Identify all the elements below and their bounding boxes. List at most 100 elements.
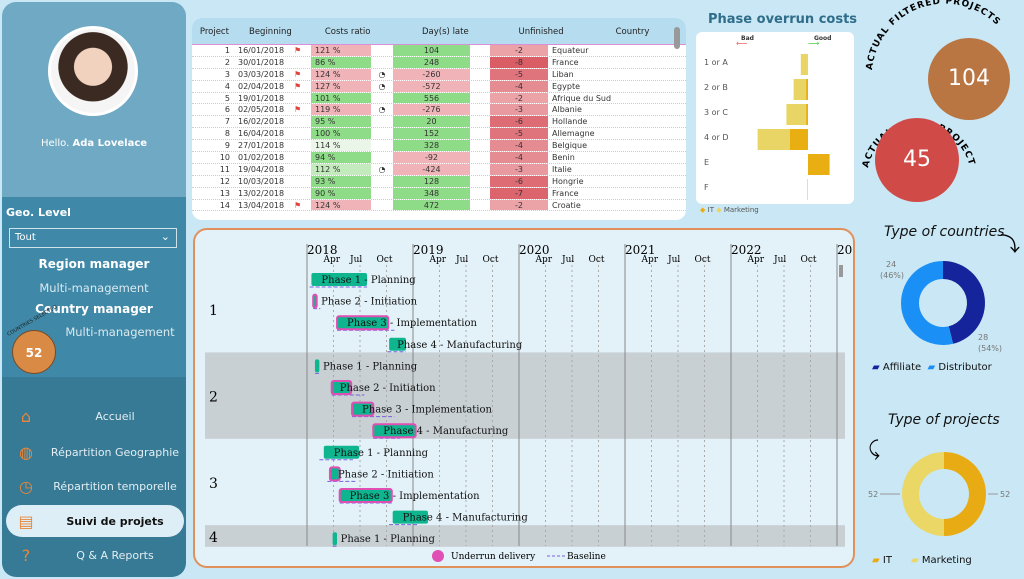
table-row[interactable]: 8 16/04/2018 100 % 152 -5 Allemagne <box>192 128 686 141</box>
unfinished: -5 <box>490 68 548 80</box>
underrun-task-bar <box>312 293 318 309</box>
underrun-task-bar <box>351 401 375 417</box>
beginning-date: 02/05/2018 <box>238 105 285 115</box>
table-row[interactable]: 2 30/01/2018 86 % 248 -8 France <box>192 56 686 69</box>
kpi-alert-projects: 45 <box>875 118 959 202</box>
year-tick: 2021 <box>625 243 656 257</box>
table-row[interactable]: 5 19/01/2018 101 % 556 -2 Afrique du Sud <box>192 92 686 105</box>
costs-ratio: 86 % <box>311 56 371 68</box>
flag-icon <box>294 140 311 151</box>
marketing-bar <box>800 54 808 75</box>
pie-clock-icon: ◔ <box>378 105 386 115</box>
geo-level-dropdown[interactable]: Tout ⌄ <box>9 228 177 248</box>
project-label: 2 <box>209 390 218 406</box>
task-label: Phase 2 - Initiation <box>338 469 434 480</box>
beginning-date: 30/01/2018 <box>238 57 285 67</box>
task-bar <box>323 445 360 459</box>
costs-ratio: 94 % <box>311 152 371 163</box>
days-late: 556 <box>393 92 470 104</box>
unfinished: -8 <box>490 56 548 68</box>
table-row[interactable]: 14 13/04/2018 ⚑ 124 % 472 -2 Croatie <box>192 199 686 212</box>
project-id: 3 <box>224 69 230 79</box>
chevron-down-icon: ⌄ <box>160 230 170 243</box>
empty-cell <box>371 200 393 211</box>
table-row[interactable]: 13 13/02/2018 90 % 348 -7 France <box>192 187 686 200</box>
days-late: -92 <box>393 152 470 163</box>
unfinished: -4 <box>490 140 548 152</box>
flag-icon <box>294 176 311 187</box>
unfinished: -4 <box>490 80 548 92</box>
table-row[interactable]: 7 16/02/2018 95 % 20 -6 Hollande <box>192 116 686 129</box>
country-manager-value[interactable]: Multi-management <box>65 325 175 339</box>
flag-icon: ⚑ <box>294 105 302 115</box>
nav-item-2[interactable]: ◷ Répartition temporelle <box>6 470 184 502</box>
phase-legend: ◆ IT ◆ Marketing <box>700 206 759 214</box>
country: Equateur <box>552 46 589 55</box>
marketing-bar <box>807 179 808 200</box>
unfinished: -3 <box>490 104 548 116</box>
month-tick: Oct <box>589 255 605 265</box>
column-header[interactable]: Project <box>199 27 229 37</box>
empty-cell <box>371 152 393 163</box>
marketing-bar <box>793 79 808 100</box>
column-header[interactable]: Day(s) late <box>422 27 469 37</box>
nav-item-4[interactable]: ? Q & A Reports <box>6 539 184 571</box>
project-id: 4 <box>224 81 230 91</box>
costs-ratio: 121 % <box>311 45 371 56</box>
table-row[interactable]: 9 27/01/2018 114 % 328 -4 Belgique <box>192 140 686 153</box>
month-tick: Jul <box>349 255 362 265</box>
task-label: Phase 2 - Initiation <box>321 297 417 308</box>
task-label: Phase 3 - Implementation <box>362 405 492 416</box>
underrun-task-bar <box>338 488 393 503</box>
flag-icon <box>294 128 311 139</box>
table-scrollbar[interactable] <box>674 27 680 49</box>
it-bar <box>808 154 830 175</box>
table-row[interactable]: 12 10/03/2018 93 % 128 -6 Hongrie <box>192 175 686 188</box>
project-label: 1 <box>209 303 218 319</box>
region-manager-label: Region manager <box>38 257 150 271</box>
projects-legend: ▰ IT ▰ Marketing <box>872 555 972 566</box>
projects-donut: 52 52 <box>868 452 1010 536</box>
month-tick: Apr <box>429 255 447 265</box>
region-manager-value[interactable]: Multi-management <box>39 281 149 295</box>
year-tick: 2019 <box>413 243 444 257</box>
nav-item-0[interactable]: ⌂ Accueil <box>6 400 184 432</box>
nav-item-1[interactable]: ◍ Répartition Geographie <box>6 436 184 468</box>
days-late: -276 <box>393 104 470 116</box>
good-arrow-icon: ⟶ <box>808 39 820 48</box>
column-header[interactable]: Costs ratio <box>324 27 371 37</box>
month-tick: Jul <box>773 255 786 265</box>
column-header[interactable]: Beginning <box>248 27 292 37</box>
phase-overrun-title: Phase overrun costs <box>708 12 858 27</box>
table-row[interactable]: 3 03/03/2018 ⚑ 124 % ◔ -260 -5 Liban <box>192 68 686 81</box>
month-tick: Apr <box>747 255 765 265</box>
month-tick: Oct <box>695 255 711 265</box>
distributor-pct: (54%) <box>978 344 1002 353</box>
table-row[interactable]: 10 01/02/2018 94 % -92 -4 Benin <box>192 152 686 164</box>
pie-clock-icon: ◔ <box>378 69 386 79</box>
underrun-task-bar <box>336 315 390 331</box>
costs-ratio: 124 % <box>311 68 371 80</box>
column-header[interactable]: Unfinished <box>518 27 564 37</box>
table-row[interactable]: 11 19/04/2018 112 % ◔ -424 -3 Italie <box>192 163 686 176</box>
nav-item-3[interactable]: ▤ Suivi de projets <box>6 505 184 537</box>
days-late: 20 <box>393 116 470 128</box>
beginning-date: 10/03/2018 <box>238 176 285 186</box>
task-label: Phase 1 - Planning <box>321 275 416 286</box>
table-row[interactable]: 4 02/04/2018 ⚑ 127 % ◔ -572 -4 Egypte <box>192 80 686 93</box>
beginning-date: 13/02/2018 <box>238 188 285 198</box>
table-row[interactable]: 1 16/01/2018 ⚑ 121 % 104 -2 Equateur <box>192 45 686 57</box>
slice-affiliate <box>943 261 985 344</box>
underrun-task-bar <box>372 423 417 439</box>
home-icon: ⌂ <box>20 406 32 426</box>
task-bar <box>392 510 429 524</box>
pie-clock-icon: ◔ <box>378 164 386 174</box>
nav-label: Q & A Reports <box>76 548 154 562</box>
country: Allemagne <box>552 129 595 139</box>
days-late: 152 <box>393 128 470 140</box>
category-label: 4 or D <box>704 133 729 142</box>
column-header[interactable]: Country <box>615 27 650 37</box>
marketing-value: 52 <box>1000 490 1010 499</box>
unfinished: -2 <box>490 199 548 211</box>
table-row[interactable]: 6 02/05/2018 ⚑ 119 % ◔ -276 -3 Albanie <box>192 104 686 117</box>
